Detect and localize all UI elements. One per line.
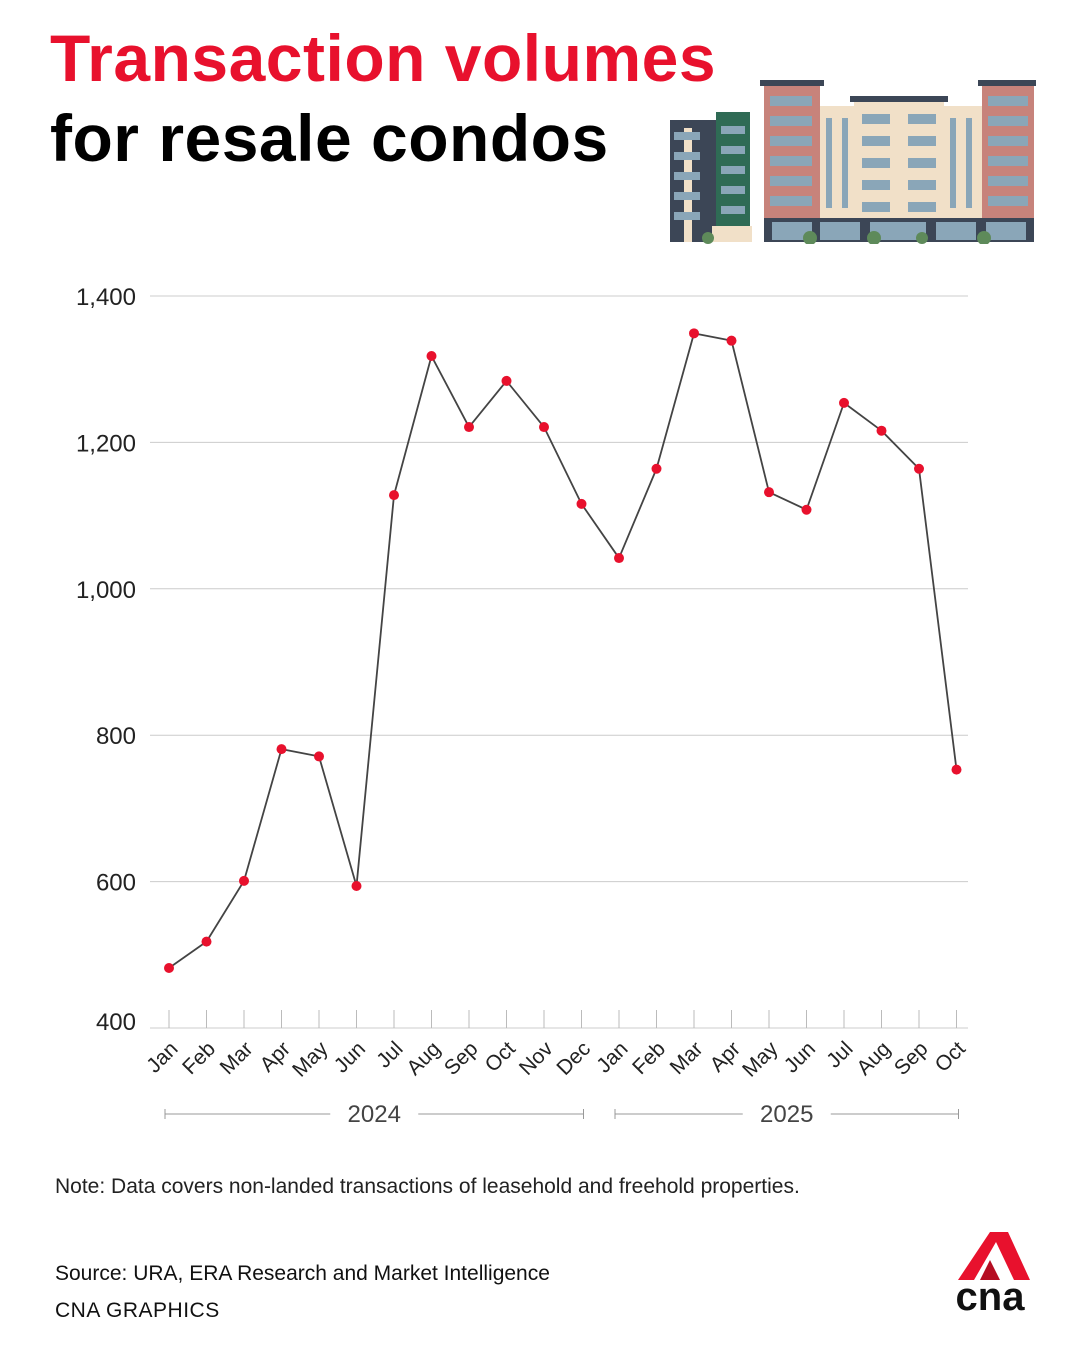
x-tick-label: May	[288, 1037, 333, 1082]
x-tick-label: Jul	[372, 1037, 407, 1072]
data-point	[951, 764, 962, 775]
data-point	[389, 490, 399, 501]
chart-credit: CNA GRAPHICS	[55, 1299, 220, 1322]
logo-text: cna	[956, 1275, 1026, 1314]
y-tick-label: 800	[96, 723, 136, 750]
condo-buildings-icon	[670, 80, 1036, 244]
series-line	[168, 332, 958, 969]
x-tick-label: Dec	[552, 1037, 595, 1080]
x-tick-label: Nov	[515, 1037, 558, 1080]
x-tick-label: Aug	[852, 1037, 895, 1080]
data-point	[876, 425, 887, 436]
data-point	[201, 936, 212, 947]
y-tick-label: 1,200	[76, 430, 136, 457]
data-point	[164, 962, 174, 973]
cna-logo-icon: cna	[956, 1232, 1030, 1314]
data-point	[276, 744, 287, 755]
x-tick-label: Apr	[706, 1037, 745, 1076]
x-tick-label: Oct	[481, 1037, 520, 1076]
data-point	[239, 875, 249, 886]
x-tick-label: Mar	[666, 1037, 708, 1079]
data-point	[426, 351, 437, 362]
x-tick-label: Jun	[780, 1037, 820, 1077]
data-point	[726, 335, 737, 346]
data-point	[801, 504, 812, 515]
year-labels: 2024 2025	[164, 1101, 959, 1128]
data-point	[614, 553, 624, 564]
data-point	[689, 328, 699, 339]
x-tick-label: Feb	[628, 1037, 670, 1079]
chart-note: Note: Data covers non-landed transaction…	[55, 1175, 800, 1198]
x-tick-label: Jul	[822, 1037, 857, 1072]
data-point	[914, 463, 924, 474]
chart-series	[164, 328, 962, 973]
data-point	[651, 463, 662, 474]
data-point	[351, 880, 362, 891]
data-point	[314, 751, 324, 762]
data-point	[839, 397, 849, 408]
chart-source: Source: URA, ERA Research and Market Int…	[55, 1262, 550, 1285]
chart-title-line1: Transaction volumes	[50, 21, 717, 95]
data-point	[764, 487, 774, 498]
year-label: 2024	[348, 1101, 401, 1128]
y-tick-label: 1,400	[76, 284, 136, 311]
data-point	[464, 422, 474, 433]
data-point	[539, 422, 549, 433]
x-tick-label: Feb	[178, 1037, 220, 1079]
x-tick-label: Jan	[592, 1037, 632, 1077]
data-point	[501, 375, 512, 386]
chart-gridlines	[150, 295, 968, 1029]
x-tick-label: May	[738, 1037, 783, 1082]
chart-title-line2: for resale condos	[50, 101, 609, 175]
x-tick-label: Aug	[402, 1037, 445, 1080]
y-tick-label: 1,000	[76, 577, 136, 604]
y-axis-ticks: 400 600 800 1,000 1,200 1,400	[76, 284, 136, 1036]
year-label: 2025	[760, 1101, 813, 1128]
x-tick-label: Sep	[890, 1037, 933, 1080]
x-tick-label: Jan	[142, 1037, 182, 1077]
x-tick-label: Oct	[931, 1037, 970, 1076]
y-tick-label: 400	[96, 1009, 136, 1036]
x-tick-label: Apr	[256, 1037, 295, 1076]
x-tick-label: Jun	[330, 1037, 370, 1077]
data-point	[576, 498, 587, 509]
x-tick-label: Sep	[440, 1037, 483, 1080]
x-tick-label: Mar	[216, 1037, 258, 1079]
y-tick-label: 600	[96, 870, 136, 897]
